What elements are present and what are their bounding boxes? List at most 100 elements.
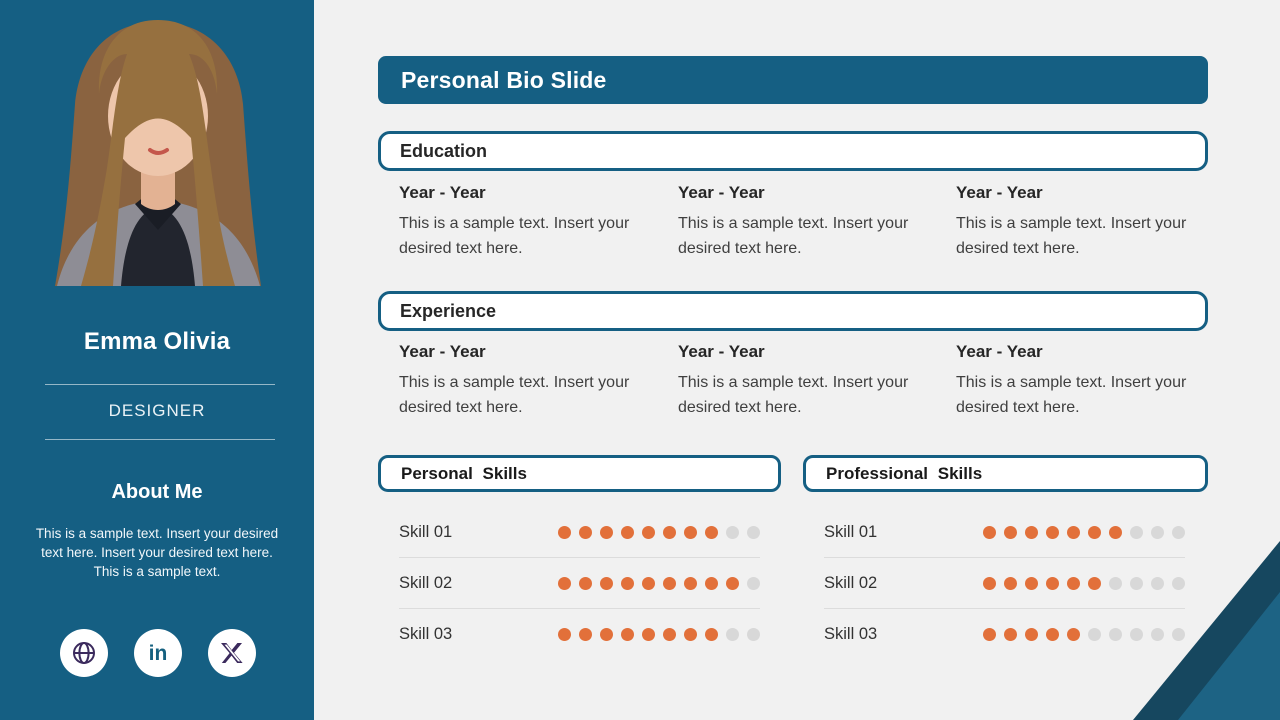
skill-dot-filled [600, 576, 613, 590]
divider [45, 384, 275, 385]
entry-period: Year - Year [956, 342, 1043, 361]
skill-label: Skill 01 [399, 522, 453, 541]
entry-period: Year - Year [956, 183, 1043, 202]
education-section-header: Education [378, 131, 1208, 171]
skill-dot-filled [705, 525, 718, 539]
education-entry: Year - Year This is a sample text. Inser… [678, 183, 928, 261]
entry-text: This is a sample text. Insert your desir… [678, 374, 909, 416]
entry-period: Year - Year [399, 183, 486, 202]
skill-dot-empty [1151, 576, 1164, 590]
skill-dot-filled [642, 576, 655, 590]
skill-dot-filled [1088, 525, 1101, 539]
skill-dot-filled [600, 627, 613, 641]
x-button[interactable] [208, 629, 256, 677]
skill-dot-empty [1109, 576, 1122, 590]
skill-dot-filled [684, 576, 697, 590]
skill-dot-filled [1025, 576, 1038, 590]
skill-dot-filled [726, 576, 739, 590]
skill-dot-filled [642, 627, 655, 641]
skill-dot-empty [1130, 627, 1143, 641]
skill-dot-filled [621, 576, 634, 590]
sidebar: Emma Olivia DESIGNER About Me This is a … [0, 0, 314, 720]
experience-entry: Year - Year This is a sample text. Inser… [399, 342, 649, 420]
about-me-text: This is a sample text. Insert your desir… [35, 526, 279, 579]
skill-dot-filled [705, 576, 718, 590]
skill-rating [983, 627, 1185, 641]
skill-dot-filled [579, 627, 592, 641]
x-icon [221, 643, 243, 663]
skill-label: Skill 03 [399, 624, 453, 643]
skill-dot-empty [747, 525, 760, 539]
person-name: Emma Olivia [83, 328, 231, 355]
professional-skills-list: Skill 01 Skill 02 Skill 03 [824, 507, 1185, 659]
education-entry: Year - Year This is a sample text. Inser… [399, 183, 649, 261]
linkedin-button[interactable]: in [134, 629, 182, 677]
skill-dot-filled [558, 627, 571, 641]
skill-row: Skill 03 [824, 609, 1185, 659]
skill-dot-filled [579, 525, 592, 539]
slide-title-bar: Personal Bio Slide [378, 56, 1208, 104]
skill-dot-empty [726, 525, 739, 539]
skill-dot-filled [1046, 576, 1059, 590]
entry-text: This is a sample text. Insert your desir… [399, 215, 630, 257]
skill-dot-filled [1088, 576, 1101, 590]
skill-dot-filled [1067, 627, 1080, 641]
skill-dot-filled [558, 525, 571, 539]
skill-dot-empty [1151, 627, 1164, 641]
skill-dot-filled [983, 525, 996, 539]
skill-dot-empty [1130, 525, 1143, 539]
experience-entry: Year - Year This is a sample text. Inser… [678, 342, 928, 420]
slide-title: Personal Bio Slide [401, 66, 607, 93]
experience-title: Experience [400, 300, 497, 321]
professional-skills-title: Professional Skills [826, 463, 983, 483]
divider [45, 439, 275, 440]
personal-skills-title: Personal Skills [401, 463, 527, 483]
skill-dot-empty [747, 627, 760, 641]
skill-dot-filled [705, 627, 718, 641]
skill-rating [983, 576, 1185, 590]
experience-section-header: Experience [378, 291, 1208, 331]
entry-period: Year - Year [399, 342, 486, 361]
entry-text: This is a sample text. Insert your desir… [956, 374, 1187, 416]
experience-entry: Year - Year This is a sample text. Inser… [956, 342, 1206, 420]
skill-dot-empty [1088, 627, 1101, 641]
skill-dot-empty [1172, 627, 1185, 641]
skill-dot-filled [1025, 627, 1038, 641]
skill-dot-empty [1151, 525, 1164, 539]
website-button[interactable] [60, 629, 108, 677]
skill-dot-filled [621, 627, 634, 641]
skill-row: Skill 02 [824, 558, 1185, 609]
skill-dot-empty [726, 627, 739, 641]
skill-label: Skill 02 [824, 573, 878, 592]
skill-dot-filled [663, 627, 676, 641]
skill-dot-filled [600, 525, 613, 539]
skill-dot-filled [1004, 627, 1017, 641]
skill-dot-empty [747, 576, 760, 590]
skill-label: Skill 01 [824, 522, 878, 541]
social-links: in [60, 629, 256, 677]
skill-dot-filled [579, 576, 592, 590]
skill-dot-filled [621, 525, 634, 539]
entry-period: Year - Year [678, 342, 765, 361]
professional-skills-header: Professional Skills [803, 455, 1208, 492]
skill-row: Skill 01 [824, 507, 1185, 558]
skill-dot-empty [1130, 576, 1143, 590]
skill-dot-filled [663, 576, 676, 590]
profile-photo [17, 8, 300, 286]
skill-rating [983, 525, 1185, 539]
skill-dot-filled [1046, 525, 1059, 539]
education-entry: Year - Year This is a sample text. Inser… [956, 183, 1206, 261]
entry-text: This is a sample text. Insert your desir… [678, 215, 909, 257]
about-me-heading: About Me [111, 481, 203, 503]
skill-row: Skill 02 [399, 558, 760, 609]
skill-dot-filled [684, 525, 697, 539]
skill-rating [558, 627, 760, 641]
skill-row: Skill 03 [399, 609, 760, 659]
linkedin-icon: in [148, 641, 168, 665]
skill-dot-filled [663, 525, 676, 539]
skill-row: Skill 01 [399, 507, 760, 558]
skill-dot-filled [983, 627, 996, 641]
skill-dot-filled [1046, 627, 1059, 641]
skill-dot-filled [558, 576, 571, 590]
